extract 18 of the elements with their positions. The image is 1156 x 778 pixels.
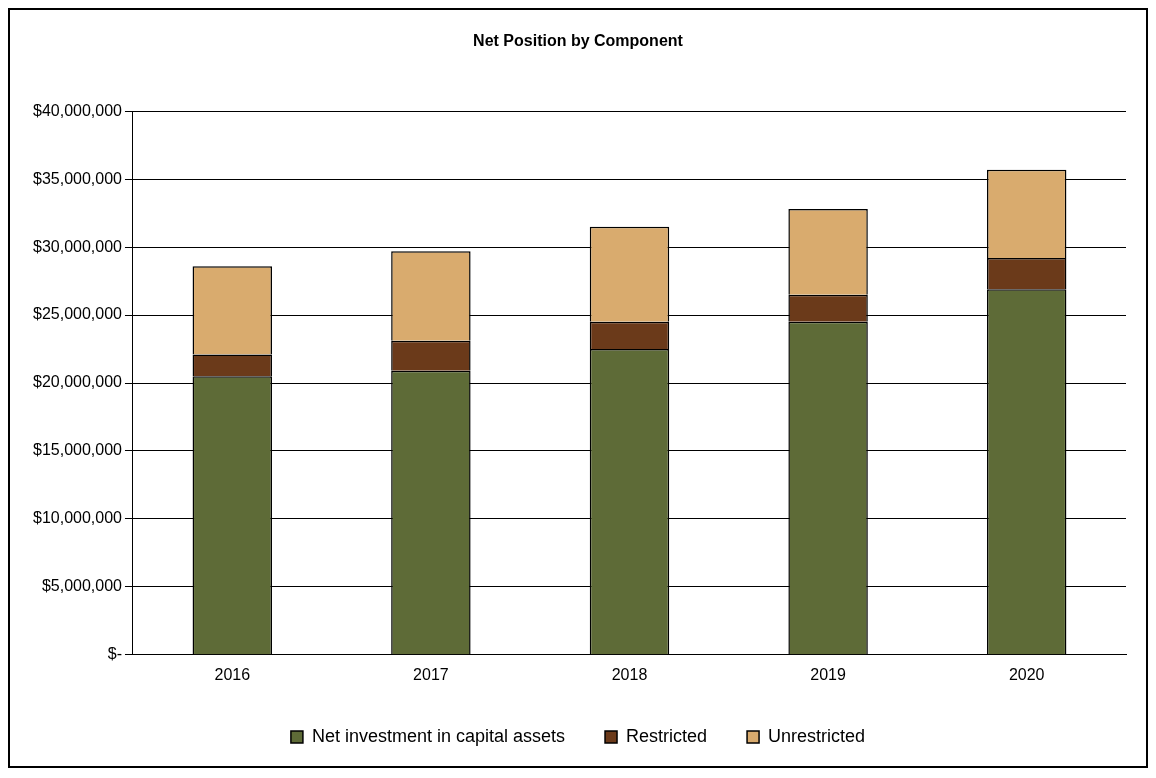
- x-tick-label: 2016: [214, 665, 251, 683]
- y-tick-label: $5,000,000: [41, 577, 123, 595]
- y-tick-label: $20,000,000: [32, 373, 123, 391]
- y-tick-label: $25,000,000: [32, 305, 123, 323]
- x-tick-label: 2019: [810, 665, 846, 683]
- x-tick-label: 2018: [611, 665, 648, 683]
- x-tick-label: 2020: [1008, 665, 1045, 683]
- y-tick-label: $35,000,000: [32, 169, 123, 187]
- y-tick-label: $-: [107, 645, 122, 663]
- y-tick-label: $30,000,000: [32, 237, 123, 255]
- x-tick-label: 2017: [413, 665, 449, 683]
- chart-title: Net Position by Component: [473, 32, 684, 50]
- legend-label: Unrestricted: [768, 725, 866, 746]
- y-tick-label: $10,000,000: [32, 509, 123, 527]
- y-tick-label: $40,000,000: [32, 101, 123, 119]
- legend-label: Net investment in capital assets: [311, 725, 566, 746]
- y-tick-label: $15,000,000: [32, 441, 123, 459]
- legend-label: Restricted: [626, 725, 708, 746]
